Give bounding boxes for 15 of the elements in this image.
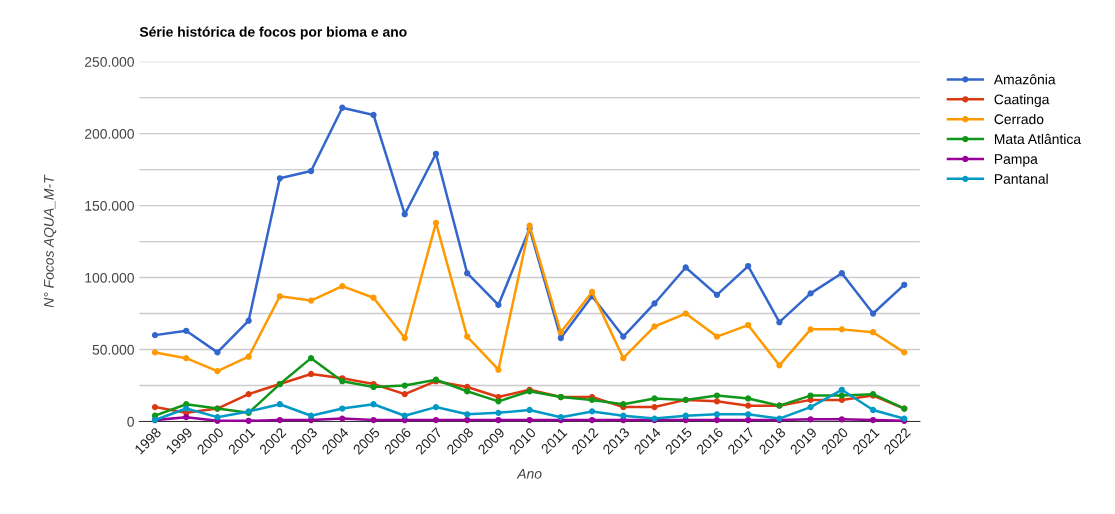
x-axis-title: Ano: [516, 468, 542, 479]
legend-label: Caatinga: [994, 94, 1050, 108]
legend-label: Cerrado: [994, 113, 1044, 125]
y-tick-label: 0: [127, 416, 134, 427]
legend-label: Pantanal: [994, 173, 1048, 184]
y-tick-label: 100.000: [85, 272, 134, 283]
y-tick-label: 250.000: [85, 57, 134, 67]
chart-title: Série histórica de focos por bioma e ano: [139, 26, 407, 40]
y-tick-label: 150.000: [85, 200, 134, 211]
y-axis-title: N° Focos AQUA_M-T: [43, 174, 57, 308]
y-tick-label: 200.000: [85, 128, 134, 139]
y-tick-label: 50.000: [92, 344, 134, 355]
legend-label: Pampa: [994, 154, 1038, 167]
legend-label: Mata Atlântica: [994, 133, 1082, 145]
legend-label: Amazônia: [993, 74, 1056, 85]
